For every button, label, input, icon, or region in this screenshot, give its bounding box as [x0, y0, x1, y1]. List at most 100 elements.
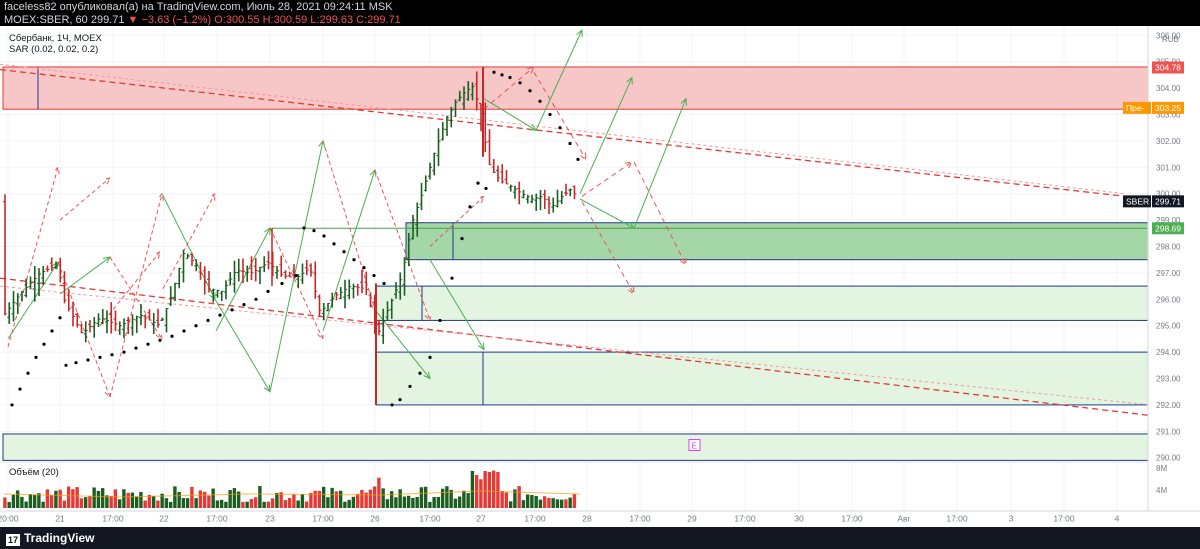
volume-bar: [394, 497, 398, 508]
volume-bar: [351, 496, 356, 508]
time-tick-1: 21: [55, 514, 65, 524]
time-tick-7: 26: [370, 514, 380, 524]
volume-bar: [96, 490, 101, 508]
volume-bar: [547, 497, 551, 508]
volume-bar: [126, 492, 130, 508]
time-tick-21: 4: [1115, 514, 1120, 524]
volume-bar: [109, 495, 113, 508]
volume-bar: [551, 498, 555, 508]
volume-bar: [202, 491, 207, 508]
trend-line-lower: [0, 277, 1151, 417]
volume-bar: [130, 492, 135, 508]
volume-bar: [487, 471, 492, 508]
time-tick-0: 20:00: [0, 514, 19, 524]
volume-bar: [338, 490, 343, 508]
volume-bar: [389, 491, 394, 508]
volume-bar: [309, 492, 313, 508]
past-arrow-red-2: [533, 71, 587, 160]
price-label-3: 298.69: [1155, 223, 1181, 233]
volume-bar: [432, 496, 436, 508]
history-arrow-18-head: [477, 342, 485, 351]
volume-bar: [330, 487, 334, 508]
volume-bar: [24, 501, 28, 508]
projection-arrow-up-2-head: [680, 97, 687, 106]
price-tick-291: 291.00: [1156, 427, 1181, 436]
price-tick-294: 294.00: [1156, 348, 1181, 357]
volume-bar: [313, 490, 317, 508]
time-tick-14: 17:00: [734, 514, 756, 524]
price-tick-299: 299.00: [1156, 216, 1181, 225]
history-arrow-16-head: [153, 250, 161, 259]
volume-bar: [168, 501, 173, 508]
time-tick-10: 17:00: [524, 514, 546, 524]
volume-bar: [266, 501, 271, 508]
history-arrow-11-head: [317, 331, 324, 340]
history-arrow-18: [429, 259, 485, 350]
time-tick-3: 22: [159, 514, 169, 524]
volume-bar: [262, 501, 266, 508]
sar-dot: [476, 181, 480, 185]
sar-dot: [266, 289, 270, 293]
volume-bar: [385, 499, 390, 508]
volume-bar: [542, 496, 547, 508]
volume-bar: [207, 495, 211, 508]
volume-bar: [134, 496, 139, 508]
volume-bar: [559, 499, 564, 508]
price-label-bg-3: [1152, 222, 1184, 235]
price-label-bg-2: [1152, 195, 1184, 208]
symbol-name[interactable]: MOEX:SBER, 60: [4, 14, 88, 26]
sar-dot: [206, 318, 210, 323]
history-arrow-12-head: [209, 192, 216, 201]
volume-bar: [151, 495, 156, 508]
past-arrow-red-2-head: [579, 152, 587, 161]
trend-line-lower-2: [0, 285, 1151, 406]
past-arrow-green-2: [535, 29, 583, 131]
sar-dot: [408, 384, 412, 389]
sar-dot: [484, 186, 488, 191]
volume-bar: [62, 500, 67, 508]
projection-arrow-mid-red-head: [625, 161, 633, 169]
volume-bar: [572, 494, 577, 508]
zone-3: [375, 351, 1149, 406]
trend-line-upper-2: [0, 63, 1126, 195]
sar-dot: [518, 81, 522, 85]
volume-bar: [275, 492, 279, 508]
volume-bar: [360, 489, 364, 508]
trend-line-upper: [0, 68, 1126, 197]
volume-bar: [377, 477, 381, 508]
chart-plot-area[interactable]: E Объём (20) RUB 290.00 291.00 292.00 293.00 29…: [0, 26, 1200, 549]
volume-bar: [253, 497, 258, 508]
volume-tick-4M: 4M: [1156, 486, 1167, 495]
price-tick-295: 295.00: [1156, 322, 1181, 331]
sar-dot: [280, 281, 284, 286]
volume-bar: [88, 495, 92, 508]
sar-dot: [372, 273, 376, 278]
volume-bar: [304, 501, 309, 508]
footer-bar: 17 TradingView: [0, 527, 1200, 549]
volume-bar: [258, 486, 262, 508]
sar-dot: [34, 355, 38, 359]
sar-dot: [438, 318, 442, 323]
price-tick-296: 296.00: [1156, 295, 1181, 304]
price-chart[interactable]: E Объём (20) RUB 290.00 291.00 292.00 293.00 29…: [0, 26, 1200, 549]
price-label-bg-0: [1152, 61, 1184, 74]
sar-dot: [500, 73, 504, 77]
volume-bar: [440, 488, 445, 508]
projection-arrow-up-1-head: [626, 76, 633, 85]
time-tick-11: 28: [582, 514, 592, 524]
volume-bar: [411, 498, 415, 508]
volume-bar: [517, 486, 521, 508]
history-arrow-0: [7, 262, 59, 340]
volume-bar: [117, 499, 122, 508]
volume-tick-8M: 8M: [1156, 464, 1167, 473]
time-tick-5: 23: [265, 514, 275, 524]
volume-bar: [483, 471, 487, 508]
history-arrow-6: [214, 299, 271, 392]
tradingview-logo: 17 TradingView: [6, 531, 94, 546]
volume-bar: [122, 489, 126, 508]
volume-bar: [232, 488, 237, 508]
sar-dot: [122, 350, 126, 354]
volume-bar: [415, 497, 419, 508]
publish-info: faceless82 опубликовал(а) на TradingView…: [4, 1, 393, 13]
zone-2: [375, 285, 1149, 321]
